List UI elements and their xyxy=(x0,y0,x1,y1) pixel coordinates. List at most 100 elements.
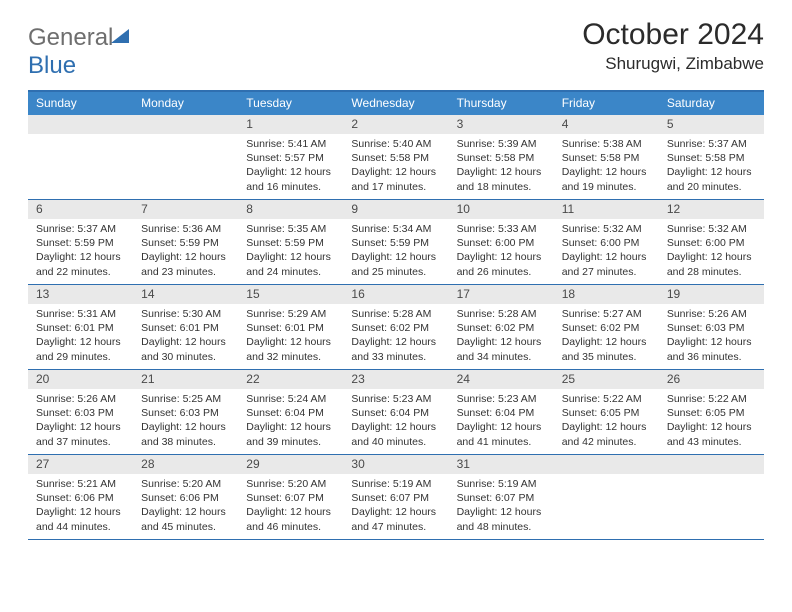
day-detail: Sunrise: 5:27 AMSunset: 6:02 PMDaylight:… xyxy=(554,304,659,368)
day-detail: Sunrise: 5:26 AMSunset: 6:03 PMDaylight:… xyxy=(28,389,133,453)
day-detail: Sunrise: 5:24 AMSunset: 6:04 PMDaylight:… xyxy=(238,389,343,453)
calendar-day: 15Sunrise: 5:29 AMSunset: 6:01 PMDayligh… xyxy=(238,285,343,369)
day-number: 21 xyxy=(133,370,238,389)
calendar-day: 12Sunrise: 5:32 AMSunset: 6:00 PMDayligh… xyxy=(659,200,764,284)
calendar-day: 25Sunrise: 5:22 AMSunset: 6:05 PMDayligh… xyxy=(554,370,659,454)
calendar-day: 17Sunrise: 5:28 AMSunset: 6:02 PMDayligh… xyxy=(449,285,554,369)
calendar-day: 7Sunrise: 5:36 AMSunset: 5:59 PMDaylight… xyxy=(133,200,238,284)
day-number: 9 xyxy=(343,200,448,219)
day-detail: Sunrise: 5:21 AMSunset: 6:06 PMDaylight:… xyxy=(28,474,133,538)
day-detail: Sunrise: 5:39 AMSunset: 5:58 PMDaylight:… xyxy=(449,134,554,198)
day-number: 10 xyxy=(449,200,554,219)
day-detail: Sunrise: 5:19 AMSunset: 6:07 PMDaylight:… xyxy=(343,474,448,538)
day-detail: Sunrise: 5:30 AMSunset: 6:01 PMDaylight:… xyxy=(133,304,238,368)
calendar-day: 21Sunrise: 5:25 AMSunset: 6:03 PMDayligh… xyxy=(133,370,238,454)
day-detail: Sunrise: 5:25 AMSunset: 6:03 PMDaylight:… xyxy=(133,389,238,453)
day-number: 15 xyxy=(238,285,343,304)
calendar-day: 24Sunrise: 5:23 AMSunset: 6:04 PMDayligh… xyxy=(449,370,554,454)
calendar: SundayMondayTuesdayWednesdayThursdayFrid… xyxy=(28,90,764,540)
calendar-day: 19Sunrise: 5:26 AMSunset: 6:03 PMDayligh… xyxy=(659,285,764,369)
day-detail: Sunrise: 5:26 AMSunset: 6:03 PMDaylight:… xyxy=(659,304,764,368)
calendar-day: 18Sunrise: 5:27 AMSunset: 6:02 PMDayligh… xyxy=(554,285,659,369)
day-detail: Sunrise: 5:31 AMSunset: 6:01 PMDaylight:… xyxy=(28,304,133,368)
day-number xyxy=(28,115,133,134)
calendar-day: 10Sunrise: 5:33 AMSunset: 6:00 PMDayligh… xyxy=(449,200,554,284)
month-title: October 2024 xyxy=(582,18,764,52)
calendar-day: 16Sunrise: 5:28 AMSunset: 6:02 PMDayligh… xyxy=(343,285,448,369)
day-detail: Sunrise: 5:35 AMSunset: 5:59 PMDaylight:… xyxy=(238,219,343,283)
calendar-day: 31Sunrise: 5:19 AMSunset: 6:07 PMDayligh… xyxy=(449,455,554,539)
day-detail: Sunrise: 5:22 AMSunset: 6:05 PMDaylight:… xyxy=(554,389,659,453)
day-number: 3 xyxy=(449,115,554,134)
day-detail: Sunrise: 5:28 AMSunset: 6:02 PMDaylight:… xyxy=(343,304,448,368)
day-number: 6 xyxy=(28,200,133,219)
brand-word1: General xyxy=(28,24,113,51)
weekday-header: Thursday xyxy=(449,92,554,115)
weekday-header: Friday xyxy=(554,92,659,115)
calendar-day-empty xyxy=(28,115,133,199)
day-number: 25 xyxy=(554,370,659,389)
day-detail: Sunrise: 5:33 AMSunset: 6:00 PMDaylight:… xyxy=(449,219,554,283)
day-detail: Sunrise: 5:22 AMSunset: 6:05 PMDaylight:… xyxy=(659,389,764,453)
day-number: 11 xyxy=(554,200,659,219)
day-number: 24 xyxy=(449,370,554,389)
calendar-day: 29Sunrise: 5:20 AMSunset: 6:07 PMDayligh… xyxy=(238,455,343,539)
day-number: 4 xyxy=(554,115,659,134)
calendar-week: 6Sunrise: 5:37 AMSunset: 5:59 PMDaylight… xyxy=(28,200,764,285)
day-number: 13 xyxy=(28,285,133,304)
day-number: 16 xyxy=(343,285,448,304)
day-number: 18 xyxy=(554,285,659,304)
calendar-day: 20Sunrise: 5:26 AMSunset: 6:03 PMDayligh… xyxy=(28,370,133,454)
calendar-day: 11Sunrise: 5:32 AMSunset: 6:00 PMDayligh… xyxy=(554,200,659,284)
day-number: 22 xyxy=(238,370,343,389)
brand-word2: Blue xyxy=(28,52,76,79)
day-detail: Sunrise: 5:41 AMSunset: 5:57 PMDaylight:… xyxy=(238,134,343,198)
calendar-day-empty xyxy=(554,455,659,539)
day-number: 2 xyxy=(343,115,448,134)
calendar-day: 22Sunrise: 5:24 AMSunset: 6:04 PMDayligh… xyxy=(238,370,343,454)
calendar-day: 13Sunrise: 5:31 AMSunset: 6:01 PMDayligh… xyxy=(28,285,133,369)
calendar-day: 26Sunrise: 5:22 AMSunset: 6:05 PMDayligh… xyxy=(659,370,764,454)
calendar-day: 4Sunrise: 5:38 AMSunset: 5:58 PMDaylight… xyxy=(554,115,659,199)
day-number: 30 xyxy=(343,455,448,474)
day-detail: Sunrise: 5:20 AMSunset: 6:06 PMDaylight:… xyxy=(133,474,238,538)
calendar-day: 14Sunrise: 5:30 AMSunset: 6:01 PMDayligh… xyxy=(133,285,238,369)
calendar-day-empty xyxy=(659,455,764,539)
day-number: 14 xyxy=(133,285,238,304)
day-detail: Sunrise: 5:37 AMSunset: 5:58 PMDaylight:… xyxy=(659,134,764,198)
day-detail: Sunrise: 5:23 AMSunset: 6:04 PMDaylight:… xyxy=(343,389,448,453)
weekday-header-row: SundayMondayTuesdayWednesdayThursdayFrid… xyxy=(28,92,764,115)
day-number: 28 xyxy=(133,455,238,474)
calendar-day: 28Sunrise: 5:20 AMSunset: 6:06 PMDayligh… xyxy=(133,455,238,539)
day-number: 8 xyxy=(238,200,343,219)
day-detail: Sunrise: 5:23 AMSunset: 6:04 PMDaylight:… xyxy=(449,389,554,453)
day-detail: Sunrise: 5:34 AMSunset: 5:59 PMDaylight:… xyxy=(343,219,448,283)
location-label: Shurugwi, Zimbabwe xyxy=(582,54,764,74)
day-number: 29 xyxy=(238,455,343,474)
day-number: 12 xyxy=(659,200,764,219)
day-detail: Sunrise: 5:29 AMSunset: 6:01 PMDaylight:… xyxy=(238,304,343,368)
calendar-day: 3Sunrise: 5:39 AMSunset: 5:58 PMDaylight… xyxy=(449,115,554,199)
calendar-body: 1Sunrise: 5:41 AMSunset: 5:57 PMDaylight… xyxy=(28,115,764,540)
calendar-week: 1Sunrise: 5:41 AMSunset: 5:57 PMDaylight… xyxy=(28,115,764,200)
day-number: 7 xyxy=(133,200,238,219)
calendar-day: 30Sunrise: 5:19 AMSunset: 6:07 PMDayligh… xyxy=(343,455,448,539)
day-detail: Sunrise: 5:40 AMSunset: 5:58 PMDaylight:… xyxy=(343,134,448,198)
day-number xyxy=(659,455,764,474)
weekday-header: Sunday xyxy=(28,92,133,115)
calendar-day: 23Sunrise: 5:23 AMSunset: 6:04 PMDayligh… xyxy=(343,370,448,454)
brand-text: General Blue xyxy=(28,24,129,80)
calendar-day: 1Sunrise: 5:41 AMSunset: 5:57 PMDaylight… xyxy=(238,115,343,199)
day-detail: Sunrise: 5:32 AMSunset: 6:00 PMDaylight:… xyxy=(554,219,659,283)
day-detail: Sunrise: 5:28 AMSunset: 6:02 PMDaylight:… xyxy=(449,304,554,368)
day-detail: Sunrise: 5:38 AMSunset: 5:58 PMDaylight:… xyxy=(554,134,659,198)
weekday-header: Tuesday xyxy=(238,92,343,115)
calendar-day: 5Sunrise: 5:37 AMSunset: 5:58 PMDaylight… xyxy=(659,115,764,199)
day-number: 26 xyxy=(659,370,764,389)
day-detail: Sunrise: 5:36 AMSunset: 5:59 PMDaylight:… xyxy=(133,219,238,283)
brand-triangle-icon xyxy=(111,29,129,43)
day-number: 23 xyxy=(343,370,448,389)
header: General Blue October 2024 Shurugwi, Zimb… xyxy=(28,18,764,80)
day-detail: Sunrise: 5:32 AMSunset: 6:00 PMDaylight:… xyxy=(659,219,764,283)
day-number xyxy=(133,115,238,134)
